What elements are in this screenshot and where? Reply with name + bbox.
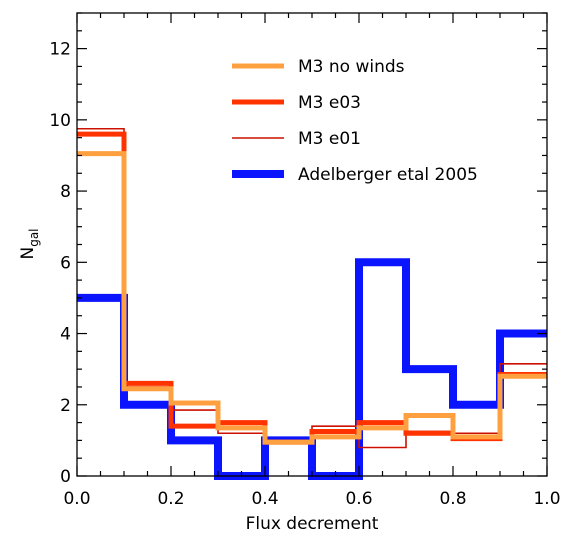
y-tick-label: 0 (60, 467, 71, 487)
ticks-layer (76, 12, 548, 477)
y-tick-label: 2 (60, 396, 71, 416)
x-tick-labels: 0.0 0.2 0.4 0.6 0.8 1.0 (63, 489, 560, 509)
series-line-1 (77, 151, 547, 445)
y-tick-label: 10 (49, 111, 71, 131)
y-tick-label: 4 (60, 325, 71, 345)
legend-label: Adelberger etal 2005 (298, 165, 478, 185)
y-axis-label-subscript: gal (27, 228, 41, 246)
y-tick-label: 6 (60, 253, 71, 273)
y-axis-label-main: N (18, 247, 38, 260)
y-tick-labels: 0 2 4 6 8 10 12 (49, 40, 71, 487)
x-tick-label: 0.4 (251, 489, 278, 509)
x-axis-label: Flux decrement (246, 514, 379, 534)
legend-label: M3 e01 (298, 129, 361, 149)
series-layer (77, 127, 547, 480)
legend: M3 no winds M3 e03 M3 e01 Adelberger etal 2… (232, 57, 478, 185)
y-axis-label: Ngal (18, 228, 41, 259)
y-tick-label: 8 (60, 182, 71, 202)
x-tick-label: 0.6 (345, 489, 372, 509)
x-tick-label: 0.2 (157, 489, 184, 509)
x-tick-label: 0.8 (439, 489, 466, 509)
legend-label: M3 e03 (298, 93, 361, 113)
x-tick-label: 1.0 (533, 489, 560, 509)
legend-label: M3 no winds (298, 57, 405, 77)
x-tick-label: 0.0 (63, 489, 90, 509)
y-tick-label: 12 (49, 40, 71, 60)
